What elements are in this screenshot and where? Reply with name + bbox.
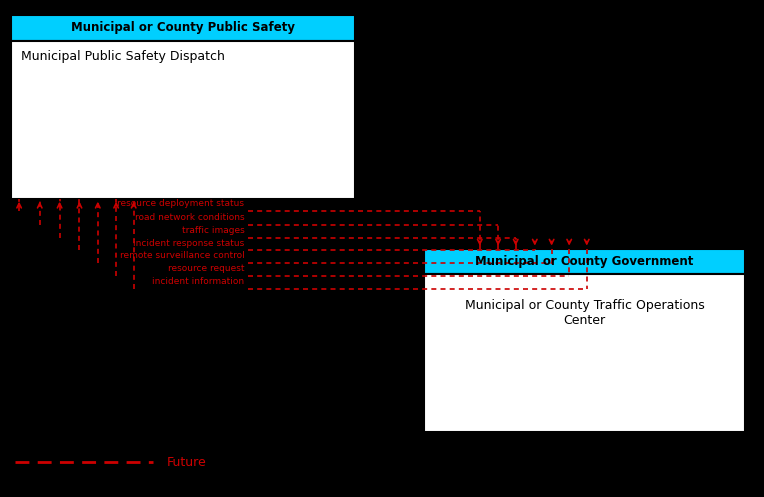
Bar [11, 41, 355, 199]
Text: Municipal Public Safety Dispatch: Municipal Public Safety Dispatch [21, 50, 225, 63]
Bar [424, 248, 745, 274]
Text: Municipal or County Traffic Operations
Center: Municipal or County Traffic Operations C… [465, 299, 704, 327]
Text: remote surveillance control: remote surveillance control [120, 251, 244, 260]
Text: resource request: resource request [168, 264, 244, 273]
Text: incident response status: incident response status [133, 239, 244, 248]
Bar [11, 15, 355, 41]
Text: incident information: incident information [152, 277, 244, 286]
Text: Future: Future [167, 456, 206, 469]
Text: traffic images: traffic images [182, 226, 244, 235]
Bar [424, 274, 745, 432]
Text: Municipal or County Government: Municipal or County Government [475, 255, 694, 268]
Text: Municipal or County Public Safety: Municipal or County Public Safety [71, 21, 296, 34]
Text: resource deployment status: resource deployment status [118, 199, 244, 208]
Text: road network conditions: road network conditions [135, 213, 244, 222]
